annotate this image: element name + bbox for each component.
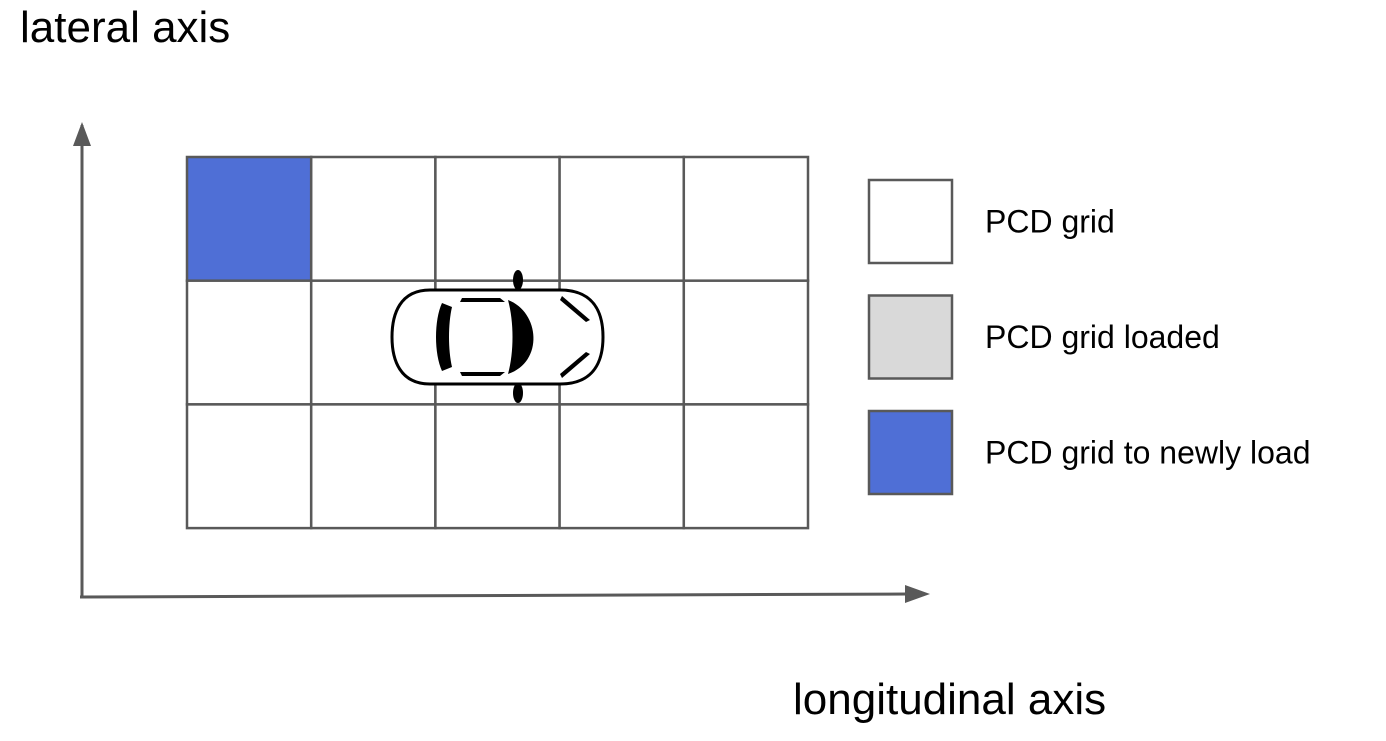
car-top-view-icon [390,270,605,403]
longitudinal-axis-line [79,592,909,599]
legend-swatch-grid [867,178,954,265]
lateral-axis-label: lateral axis [20,3,230,52]
grid-cell-r1-c5 [682,155,810,282]
legend-label-loaded: PCD grid loaded [985,319,1220,355]
grid-cell-r3-c1 [185,403,313,530]
grid-cell-r1-c1 [185,155,313,282]
grid-cell-r1-c4 [558,155,686,282]
grid-cell-r3-c4 [558,403,686,530]
grid-cell-r1-c2 [309,155,437,282]
car-side-window-top [460,298,505,302]
legend-label-new: PCD grid to newly load [985,435,1310,471]
legend-swatch-new [867,409,954,496]
car-mirror-bottom [513,383,523,403]
grid-cell-r1-c3 [434,155,561,282]
car-windshield [508,300,534,374]
longitudinal-axis-label: longitudinal axis [793,675,1106,724]
grid-cell-r3-c3 [434,403,561,530]
lateral-axis-arrowhead [73,122,91,146]
legend: PCD grid PCD grid loaded PCD grid to newly… [867,178,1310,496]
grid-cell-r2-c1 [185,279,313,406]
legend-swatch-loaded [867,294,954,380]
car-hood-line-bottom [560,352,590,378]
car-hood-line-top [560,296,590,322]
car-rear-window [436,303,452,371]
legend-label-grid: PCD grid [985,204,1115,240]
car-mirror-top [513,270,523,290]
grid-cell-r3-c2 [309,403,437,530]
grid-cell-r3-c5 [682,403,810,530]
longitudinal-axis-arrowhead [905,585,930,603]
axes [73,122,930,603]
car-side-window-bottom [460,372,505,376]
grid-cell-r2-c5 [682,279,810,406]
